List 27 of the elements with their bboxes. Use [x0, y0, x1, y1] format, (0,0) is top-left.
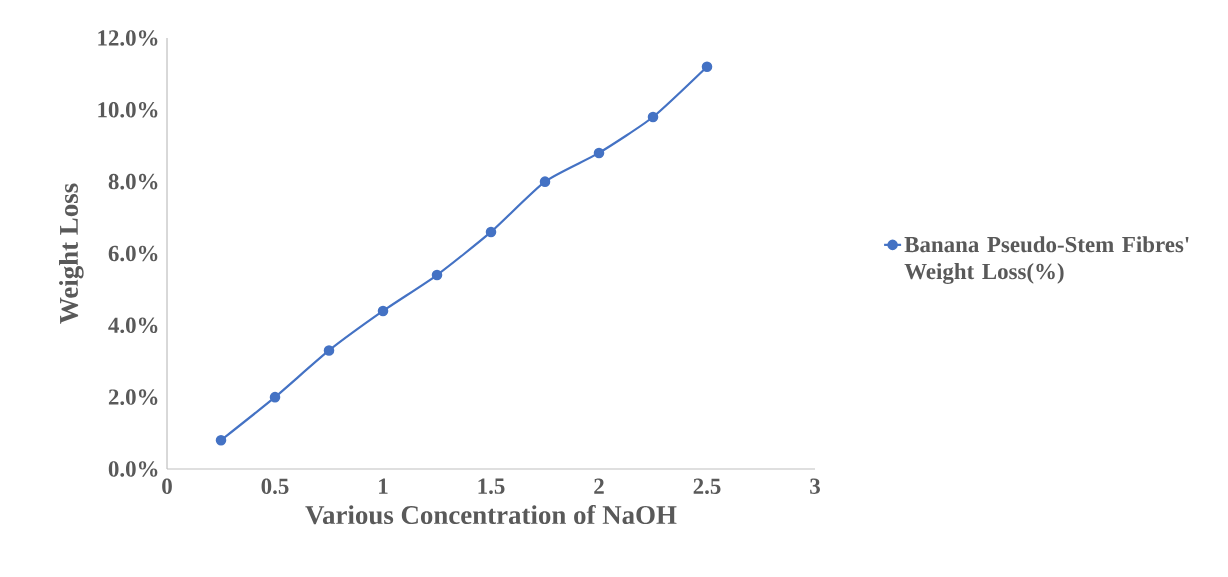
x-tick-label: 2.5: [693, 478, 721, 495]
y-tick-label: 2.0%: [108, 389, 158, 405]
y-tick-label: 10.0%: [98, 102, 158, 118]
point: [323, 345, 335, 356]
y-axis-title: Weight Loss: [59, 183, 84, 324]
x-tick-label: 1.5: [478, 478, 505, 494]
point: [269, 391, 281, 403]
point: [701, 61, 713, 72]
x-tick-label: 1: [379, 478, 388, 494]
x-axis-title: Various Concentration of NaOH: [305, 504, 677, 525]
y-tick-label: 4.0%: [108, 317, 158, 334]
y-tick-label: 6.0%: [108, 245, 158, 262]
point: [215, 434, 227, 446]
x-tick-label: 0.5: [261, 478, 289, 495]
y-tick-label: 8.0%: [108, 173, 158, 190]
point: [431, 269, 443, 281]
y-tick-label: 0.0%: [108, 461, 158, 477]
point: [539, 176, 551, 187]
y-tick-label: 12.0%: [98, 30, 158, 46]
point: [485, 226, 497, 238]
legend-label: Banana Pseudo-Stem Fibres' Weight Loss(%): [904, 236, 1189, 285]
point: [377, 305, 389, 317]
point: [647, 111, 659, 123]
point: [593, 147, 605, 159]
x-tick-label: 3: [810, 478, 820, 494]
x-tick-label: 2: [594, 478, 604, 494]
x-tick-label: 0: [162, 478, 172, 494]
